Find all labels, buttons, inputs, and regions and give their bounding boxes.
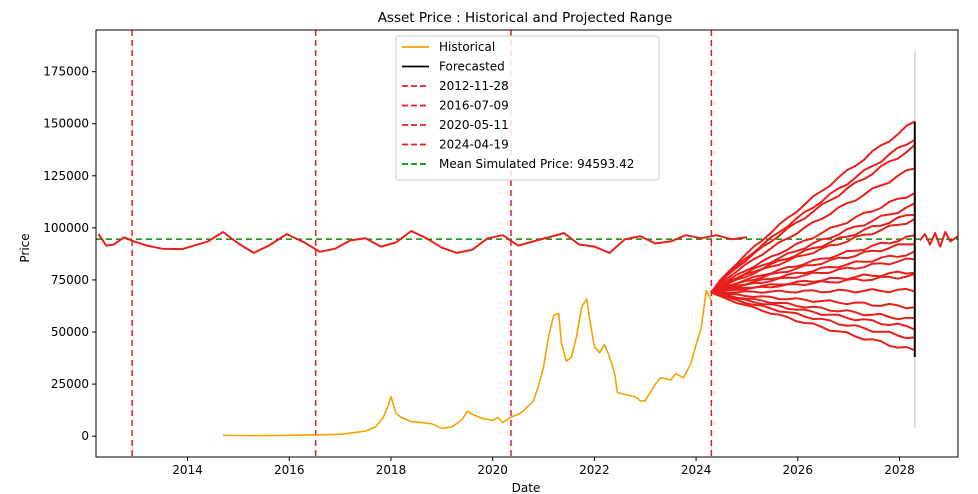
chart-title: Asset Price : Historical and Projected R… [378, 10, 673, 26]
forecast-path [710, 167, 916, 294]
forecast-path [711, 291, 915, 340]
forecast-path [710, 192, 916, 294]
forecast-path [710, 144, 916, 294]
x-tick-label: 2024 [681, 463, 712, 477]
x-tick-label: 2014 [172, 463, 203, 477]
y-tick-label: 125000 [43, 169, 89, 183]
axes-frame [95, 29, 959, 458]
legend-label: Forecasted [439, 60, 505, 74]
forecast-path [710, 138, 916, 294]
y-tick-label: 175000 [43, 65, 89, 79]
legend-label: 2020-05-11 [439, 118, 509, 132]
simulated-level-tail [919, 231, 958, 248]
x-tick-label: 2022 [579, 463, 610, 477]
y-tick-label: 100000 [43, 221, 89, 235]
x-axis-label: Date [512, 481, 541, 494]
y-tick-label: 0 [81, 429, 89, 443]
forecast-path [711, 257, 915, 294]
legend-box [395, 35, 660, 181]
forecast-path [711, 243, 915, 294]
x-tick-label: 2026 [783, 463, 814, 477]
y-tick-label: 75000 [51, 273, 89, 287]
legend-label: Mean Simulated Price: 94593.42 [439, 157, 634, 171]
x-tick-label: 2028 [884, 463, 915, 477]
legend-label: Historical [439, 40, 495, 54]
x-tick-label: 2016 [274, 463, 305, 477]
legend-label: 2016-07-09 [439, 99, 509, 113]
legend-label: 2012-11-28 [439, 79, 509, 93]
forecast-path [710, 218, 916, 294]
simulated-level-line [97, 230, 748, 254]
y-axis-label: Price [18, 233, 32, 262]
forecast-path [710, 214, 915, 294]
x-tick-label: 2020 [477, 463, 508, 477]
forecast-path [711, 291, 915, 310]
plot-area [96, 30, 958, 457]
forecast-path [710, 120, 916, 293]
forecast-path [711, 291, 916, 352]
y-tick-label: 50000 [51, 325, 89, 339]
y-tick-label: 25000 [51, 377, 89, 391]
forecast-path [711, 287, 916, 294]
legend: Historical Forecasted 2012-11-28 2016-07-09… [395, 35, 660, 181]
axes: 2014 2016 2018 2020 2022 2024 2026 2028 0 25000 50… [43, 29, 959, 477]
forecast-path [711, 272, 916, 294]
y-tick-label: 150000 [43, 117, 89, 131]
historical-price-line [223, 289, 713, 437]
x-tick-label: 2018 [376, 463, 407, 477]
legend-label: 2024-04-19 [439, 138, 509, 152]
forecast-path [711, 291, 916, 331]
